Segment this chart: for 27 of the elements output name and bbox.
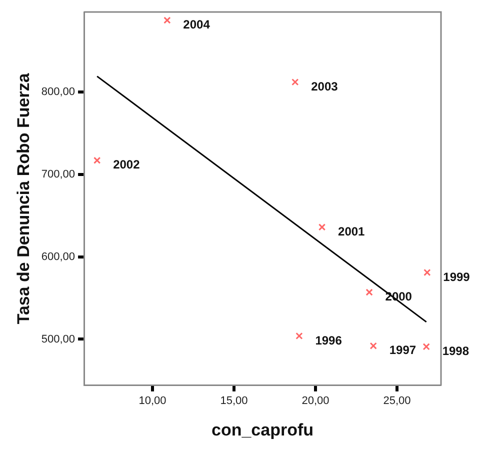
annotation: 2002 [113, 158, 140, 172]
point [296, 332, 303, 340]
point [164, 16, 171, 24]
y-axis-title: Tasa de Denuncia Robo Fuerza [14, 72, 33, 324]
y-tick-label: 800,00 [41, 86, 76, 98]
point [424, 268, 431, 276]
annotation: 1997 [389, 343, 416, 358]
x-tick-label: 10,00 [138, 395, 166, 408]
x-axis-title: con_caprofu [212, 420, 314, 440]
annotation: 1998 [442, 344, 470, 358]
point [292, 78, 299, 86]
x-tick-label: 25,00 [383, 395, 411, 408]
y-tick-label: 600,00 [41, 250, 76, 263]
point [318, 224, 326, 231]
y-tick-label: 500,00 [41, 333, 76, 346]
annotation: 2004 [183, 18, 210, 32]
annotation: 2003 [311, 79, 338, 94]
point [370, 342, 377, 350]
point [94, 156, 101, 164]
point [422, 343, 430, 350]
y-tick-label: 700,00 [41, 168, 76, 180]
point [366, 288, 373, 296]
x-tick-label: 15,00 [220, 395, 248, 408]
x-tick-label: 20,00 [302, 395, 330, 408]
annotation: 2001 [338, 224, 366, 238]
annotation: 1999 [443, 270, 470, 284]
annotation: 1996 [315, 333, 342, 348]
